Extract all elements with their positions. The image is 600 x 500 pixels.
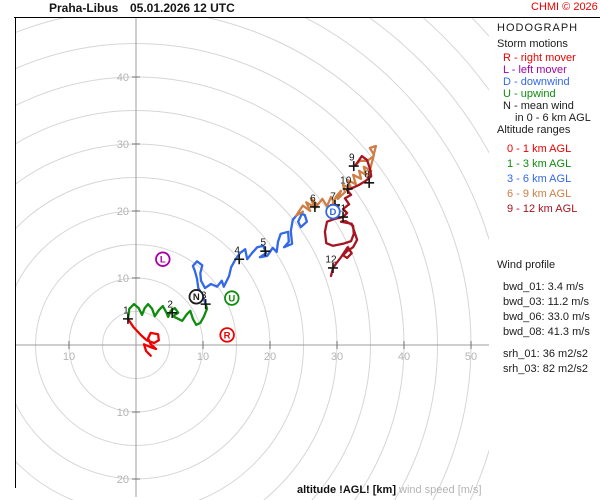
storm-marker-letter-U: U — [228, 294, 235, 305]
storm-motion-item-4: N - mean wind — [503, 100, 574, 112]
v-axis-label: 40 — [117, 72, 129, 84]
storm-marker-U: U — [224, 290, 240, 306]
km-cross-6 — [309, 201, 320, 212]
plot-left-border — [15, 17, 16, 488]
storm-marker-letter-R: R — [224, 330, 231, 341]
km-label-1: 1 — [123, 305, 129, 316]
bwd-item-1: bwd_03: 11.2 m/s — [503, 296, 590, 308]
copyright-label: CHMI © 2026 — [531, 1, 598, 13]
wind-profile-title: Wind profile — [497, 259, 556, 271]
v-axis-label: 10 — [117, 273, 129, 285]
datetime-label: 05.01.2026 12 UTC — [130, 1, 235, 15]
storm-marker-circle-N — [188, 289, 205, 305]
altitude-axis-caption: altitude !AGL! [km] — [297, 484, 396, 496]
bwd-item-3: bwd_08: 41.3 m/s — [503, 326, 590, 338]
v-axis-label: 20 — [117, 206, 129, 218]
trace-1-3-km-AGL — [126, 302, 209, 327]
storm-marker-letter-L: L — [160, 255, 166, 266]
storm-marker-R: R — [219, 327, 235, 343]
storm-marker-D: D — [325, 203, 341, 220]
km-label-5: 5 — [261, 238, 267, 249]
speed-ring-45 — [16, 43, 438, 500]
km-label-12: 12 — [325, 254, 337, 265]
storm-marker-circle-L — [155, 251, 171, 267]
km-label-6: 6 — [310, 193, 316, 204]
km-cross-12 — [327, 262, 338, 273]
h-axis-label: 40 — [398, 351, 410, 363]
km-cross-4 — [234, 254, 245, 265]
km-cross-2 — [167, 307, 178, 318]
speed-ring-40 — [16, 76, 405, 500]
km-cross-5 — [260, 246, 271, 257]
speed-ring-25 — [16, 177, 304, 500]
bwd-item-2: bwd_06: 33.0 m/s — [503, 311, 590, 323]
km-label-8: 8 — [364, 169, 370, 180]
header-divider — [14, 17, 600, 18]
km-label-9: 9 — [349, 153, 355, 164]
altitude-ranges-title: Altitude ranges — [497, 124, 571, 136]
km-cross-1 — [122, 313, 133, 324]
storm-marker-L: L — [155, 251, 171, 267]
km-cross-11 — [338, 212, 349, 223]
trace-3-6-km-AGL — [191, 210, 309, 306]
km-label-7: 7 — [330, 191, 336, 202]
storm-marker-letter-N: N — [193, 292, 200, 303]
h-axis-label: 20 — [264, 351, 276, 363]
bwd-item-0: bwd_01: 3.4 m/s — [503, 281, 584, 293]
srh-item-1: srh_03: 82 m2/s2 — [503, 363, 588, 375]
storm-marker-N: N — [188, 289, 205, 305]
altitude-range-item-0: 0 - 1 km AGL — [507, 143, 572, 155]
storm-marker-letter-D: D — [330, 207, 337, 218]
trace-6-9-km-AGL — [294, 144, 378, 217]
v-axis-label: 10 — [117, 407, 129, 419]
km-cross-9 — [348, 161, 359, 172]
h-axis-label: 30 — [331, 351, 343, 363]
km-label-4: 4 — [234, 246, 240, 257]
panel-title: HODOGRAPH — [497, 22, 579, 34]
km-cross-8 — [364, 177, 375, 188]
storm-motion-item-2: D - downwind — [503, 76, 570, 88]
speed-ring-65 — [422, 18, 489, 91]
km-label-2: 2 — [167, 299, 173, 310]
speed-ring-35 — [16, 110, 371, 500]
km-cross-3 — [200, 299, 211, 310]
storm-motion-item-0: R - right mover — [503, 52, 576, 64]
altitude-range-item-4: 9 - 12 km AGL — [507, 203, 578, 215]
altitude-range-item-3: 6 - 9 km AGL — [507, 188, 572, 200]
storm-marker-circle-D — [325, 203, 341, 220]
altitude-range-item-1: 1 - 3 km AGL — [507, 158, 572, 170]
km-label-11: 11 — [336, 204, 347, 215]
km-cross-10 — [342, 183, 353, 194]
storm-motion-item-3: U - upwind — [503, 88, 556, 100]
speed-ring-30 — [16, 143, 338, 500]
v-axis-label: 20 — [117, 474, 129, 486]
v-axis-label: 30 — [117, 139, 129, 151]
storm-motions-title: Storm motions — [497, 38, 568, 50]
storm-marker-circle-U — [224, 290, 240, 306]
speed-axis-caption: wind speed [m/s] — [399, 484, 482, 496]
altitude-range-item-2: 3 - 6 km AGL — [507, 173, 572, 185]
storm-motion-item-1: L - left mover — [503, 64, 567, 76]
h-axis-label: 10 — [63, 351, 75, 363]
station-name: Praha-Libus — [49, 1, 119, 15]
trace-0-1-km-AGL — [126, 317, 160, 357]
storm-marker-circle-R — [219, 327, 235, 343]
srh-item-0: srh_01: 36 m2/s2 — [503, 348, 588, 360]
trace-9-12-km-AGL — [323, 154, 373, 278]
h-axis-label: 10 — [197, 351, 209, 363]
h-axis-label: 50 — [465, 351, 477, 363]
km-label-10: 10 — [340, 175, 352, 186]
storm-motions-note: in 0 - 6 km AGL — [515, 112, 591, 124]
